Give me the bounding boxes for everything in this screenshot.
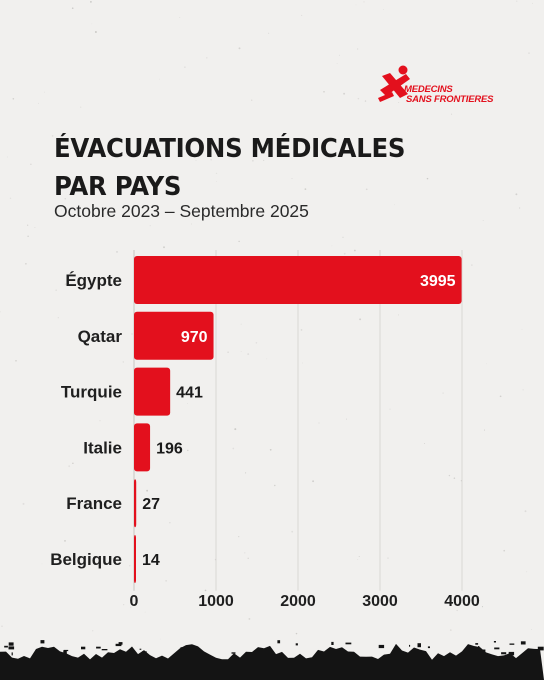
gridlines — [215, 250, 463, 591]
value-label: 196 — [156, 440, 183, 457]
logo-line-1: MEDECINS — [404, 84, 453, 95]
value-label: 27 — [142, 496, 160, 513]
category-label: Italie — [83, 438, 122, 457]
bar-3 — [134, 423, 151, 472]
x-tick-label: 0 — [130, 593, 139, 610]
value-label: 14 — [142, 552, 160, 569]
bar-1 — [134, 311, 214, 360]
bar-0 — [134, 256, 462, 304]
value-label: 441 — [176, 385, 203, 402]
msf-running-figure-icon — [378, 65, 410, 102]
value-label: 3995 — [420, 273, 456, 290]
torn-edge-decoration — [0, 643, 544, 680]
bar-5 — [134, 535, 136, 583]
logo-line-2: SANS FRONTIERES — [406, 94, 494, 105]
category-label: Turquie — [61, 383, 122, 402]
msf-logo: MEDECINS SANS FRONTIERES — [376, 64, 493, 112]
chart-title-line-2: PAR PAYS — [54, 172, 182, 202]
bar-4 — [134, 479, 137, 528]
category-label: Belgique — [50, 550, 122, 569]
chart-title-line-1: ÉVACUATIONS MÉDICALES — [54, 134, 406, 164]
bar-2 — [134, 367, 171, 416]
x-tick-label: 1000 — [198, 593, 234, 610]
x-tick-label: 4000 — [444, 593, 480, 610]
category-label: France — [66, 494, 122, 513]
chart-subtitle: Octobre 2023 – Septembre 2025 — [54, 201, 309, 221]
category-label: Égypte — [65, 271, 122, 290]
chart-title: ÉVACUATIONS MÉDICALES PAR PAYS — [54, 130, 406, 206]
x-tick-label: 3000 — [362, 593, 398, 610]
msf-wordmark: MEDECINS SANS FRONTIERES — [404, 85, 493, 105]
x-tick-label: 2000 — [280, 593, 316, 610]
category-label: Qatar — [78, 327, 123, 346]
value-label: 970 — [181, 329, 208, 346]
